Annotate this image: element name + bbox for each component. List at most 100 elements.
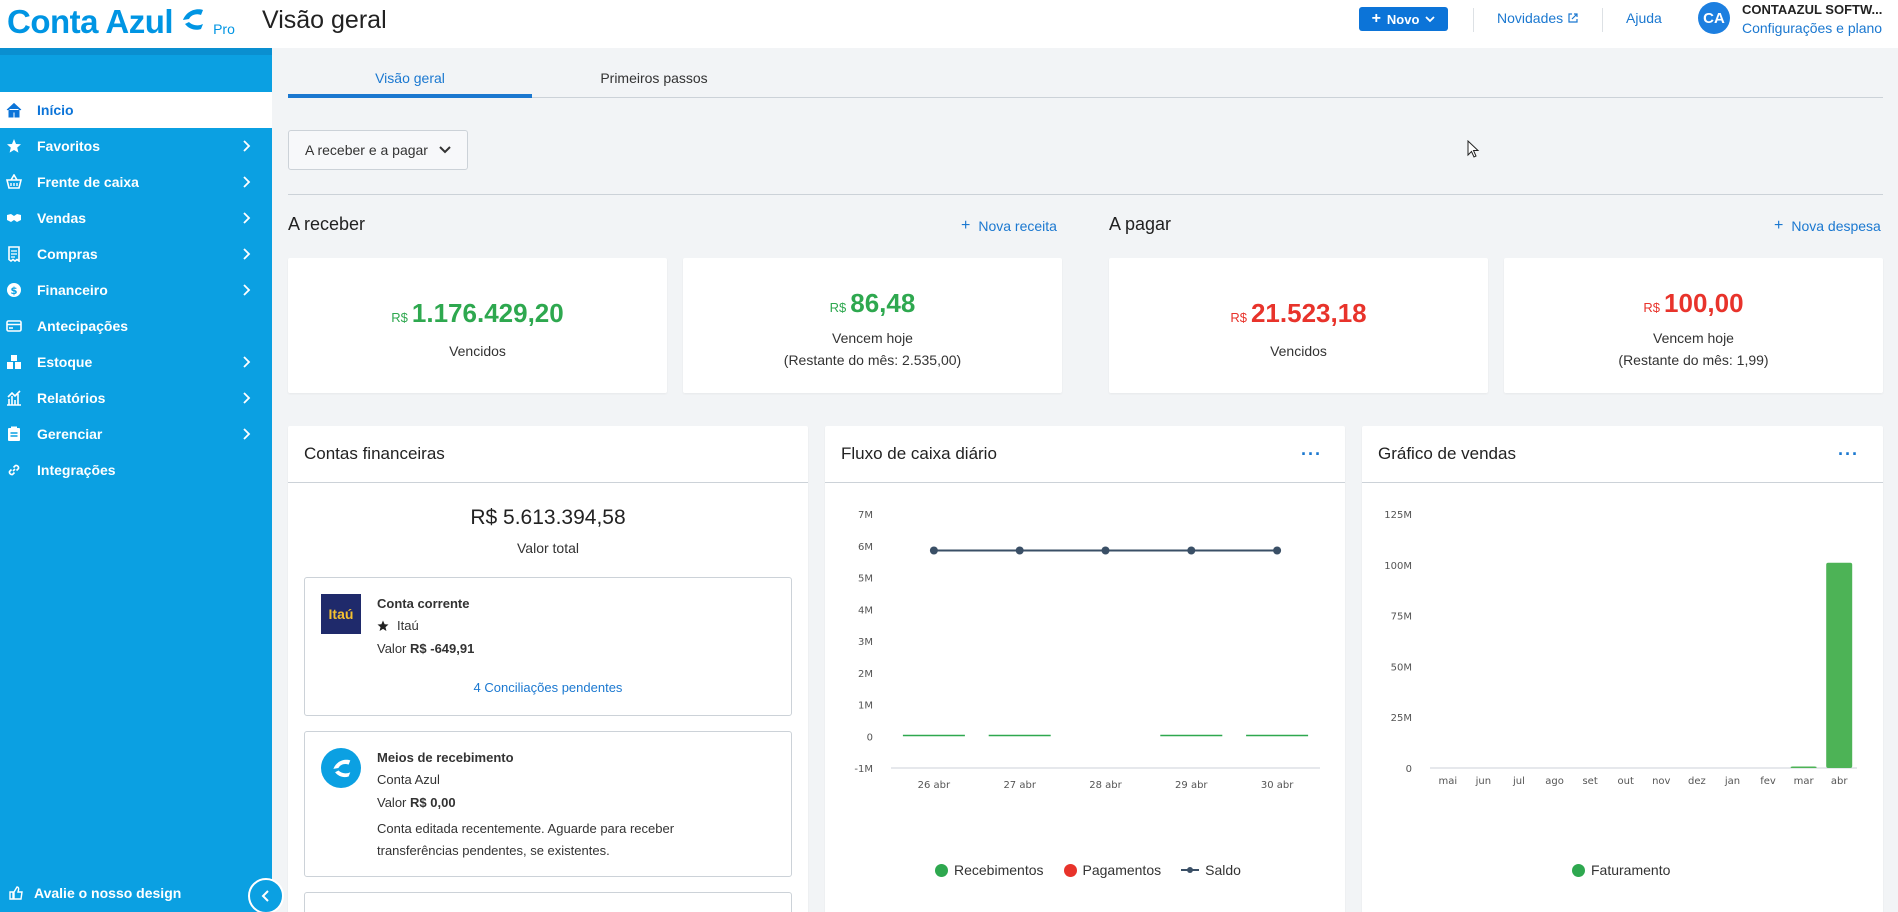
sidebar-item-integracoes[interactable]: Integrações (0, 452, 272, 488)
amount-value: 1.176.429,20 (411, 298, 564, 328)
x-tick-label: 30 abr (1261, 780, 1294, 791)
new-revenue-label: Nova receita (978, 218, 1057, 234)
y-tick-label: 25M (1391, 713, 1412, 724)
receivable-overdue-card[interactable]: R$ 1.176.429,20 Vencidos (288, 258, 667, 393)
news-link[interactable]: Novidades (1497, 10, 1578, 26)
sidebar-item-gerenciar[interactable]: Gerenciar (0, 416, 272, 452)
avatar[interactable]: CA (1698, 2, 1730, 34)
x-tick-label: mai (1438, 776, 1457, 787)
receivable-today-card[interactable]: R$ 86,48 Vencem hoje (Restante do mês: 2.… (683, 258, 1062, 393)
more-options-icon[interactable]: ··· (1301, 444, 1322, 464)
legend-label: Recebimentos (954, 862, 1044, 878)
link-icon (8, 464, 20, 476)
more-options-icon[interactable]: ··· (1838, 444, 1859, 464)
boxes-icon (7, 355, 21, 369)
account-value-row: Valor R$ 0,00 (377, 795, 456, 810)
plus-icon: + (961, 217, 971, 234)
star-icon (7, 139, 21, 153)
chevron-right-icon (243, 392, 251, 404)
card-icon (6, 320, 22, 332)
sidebar-item-inicio[interactable]: Início (0, 92, 272, 128)
collapse-sidebar-button[interactable] (248, 878, 284, 912)
itau-logo: Itaú (321, 594, 361, 634)
x-tick-label: out (1618, 776, 1634, 787)
receivable-month-remaining: (Restante do mês: 2.535,00) (783, 352, 962, 368)
sidebar-item-financeiro[interactable]: $ Financeiro (0, 272, 272, 308)
x-tick-label: jun (1475, 776, 1491, 787)
panel-title: Fluxo de caixa diário (841, 444, 997, 463)
y-tick-label: 0 (867, 732, 873, 743)
help-link[interactable]: Ajuda (1626, 10, 1662, 26)
receipt-icon (8, 246, 20, 262)
tab-primeiros-passos[interactable]: Primeiros passos (600, 70, 708, 86)
sidebar-item-relatorios[interactable]: Relatórios (0, 380, 272, 416)
y-tick-label: -1M (854, 764, 873, 775)
feedback-label: Avalie o nosso design (34, 885, 182, 901)
account-card-conta-azul[interactable]: Meios de recebimento Conta Azul Valor R$… (304, 731, 792, 877)
currency-label: R$ (1643, 300, 1661, 315)
sidebar-item-favoritos[interactable]: Favoritos (0, 128, 272, 164)
sidebar-item-compras[interactable]: Compras (0, 236, 272, 272)
sidebar-item-label: Antecipações (37, 318, 129, 334)
account-card[interactable] (304, 892, 792, 912)
value-label: Valor (377, 641, 407, 656)
plus-icon: + (1371, 10, 1381, 27)
account-bank-row: Itaú (377, 618, 419, 633)
legend-dot-icon (1572, 863, 1585, 877)
y-tick-label: 6M (858, 542, 873, 553)
sidebar-item-label: Integrações (37, 462, 116, 478)
accounts-total-value: R$ 5.613.394,58 (470, 506, 626, 529)
sidebar-item-estoque[interactable]: Estoque (0, 344, 272, 380)
tab-visao-geral[interactable]: Visão geral (375, 70, 445, 86)
x-tick-label: jul (1512, 776, 1525, 787)
sidebar-item-antecipacoes[interactable]: Antecipações (0, 308, 272, 344)
amount-value: 86,48 (850, 288, 916, 318)
conta-azul-logo[interactable]: Conta Azul Pro (7, 2, 235, 42)
sales-panel: Gráfico de vendas ··· 125M 100M 75M 50M 25M 0… (1362, 426, 1883, 912)
active-tab-indicator (288, 94, 532, 98)
new-revenue-link[interactable]: + Nova receita (961, 217, 1057, 235)
sidebar-item-vendas[interactable]: Vendas (0, 200, 272, 236)
payable-overdue-card[interactable]: R$ 21.523,18 Vencidos (1109, 258, 1488, 393)
new-expense-label: Nova despesa (1791, 218, 1881, 234)
new-button[interactable]: + Novo (1359, 7, 1448, 31)
y-tick-label: 100M (1384, 561, 1412, 572)
y-tick-label: 1M (858, 701, 873, 712)
legend-dot-icon (1063, 863, 1077, 877)
chevron-right-icon (243, 212, 251, 224)
payable-today-card[interactable]: R$ 100,00 Vencem hoje (Restante do mês: 1… (1504, 258, 1883, 393)
new-expense-link[interactable]: + Nova despesa (1774, 217, 1881, 235)
account-card-itau[interactable]: Itaú Conta corrente Itaú Valor R$ -649,9… (304, 577, 792, 716)
chevron-right-icon (243, 176, 251, 188)
company-settings-link[interactable]: Configurações e plano (1742, 20, 1883, 36)
recebimentos-bar (902, 734, 965, 737)
x-tick-label: fev (1760, 776, 1776, 787)
chevron-down-icon (439, 146, 451, 154)
sidebar-top-stripe (0, 48, 272, 55)
saldo-point (1273, 546, 1282, 555)
account-value: R$ -649,91 (410, 641, 475, 656)
sidebar-item-frente-de-caixa[interactable]: Frente de caixa (0, 164, 272, 200)
payable-overdue-amount: R$ 21.523,18 (1109, 298, 1488, 329)
mouse-cursor-icon (1467, 140, 1480, 158)
payable-month-remaining: (Restante do mês: 1,99) (1618, 352, 1769, 368)
receivable-overdue-amount: R$ 1.176.429,20 (288, 298, 667, 329)
payable-today-label: Vencem hoje (1653, 330, 1734, 346)
feedback-link[interactable]: Avalie o nosso design (0, 874, 272, 912)
filter-label: A receber e a pagar (305, 142, 428, 158)
chevron-down-icon (1425, 16, 1436, 23)
payable-today-amount: R$ 100,00 (1504, 288, 1883, 319)
pending-reconciliations-link[interactable]: 4 Conciliações pendentes (473, 680, 623, 695)
cashflow-panel: Fluxo de caixa diário ··· 7M 6M 5M 4M 3M 2M 1M… (825, 426, 1345, 912)
chevron-right-icon (243, 284, 251, 296)
company-name[interactable]: CONTAAZUL SOFTW... (1742, 2, 1883, 17)
cashflow-chart: 7M 6M 5M 4M 3M 2M 1M 0 -1M 26 abr 27 abr 28 abr 29 a… (854, 510, 1320, 791)
divider (1362, 482, 1883, 483)
sales-chart: 125M 100M 75M 50M 25M 0 mai jun jul ago set out nov d… (1384, 510, 1857, 787)
payable-title: A pagar (1109, 214, 1172, 234)
filter-dropdown[interactable]: A receber e a pagar (288, 130, 468, 170)
chevron-right-icon (243, 356, 251, 368)
chevron-right-icon (243, 140, 251, 152)
sidebar-item-label: Gerenciar (37, 426, 103, 442)
receivable-overdue-label: Vencidos (449, 343, 506, 359)
